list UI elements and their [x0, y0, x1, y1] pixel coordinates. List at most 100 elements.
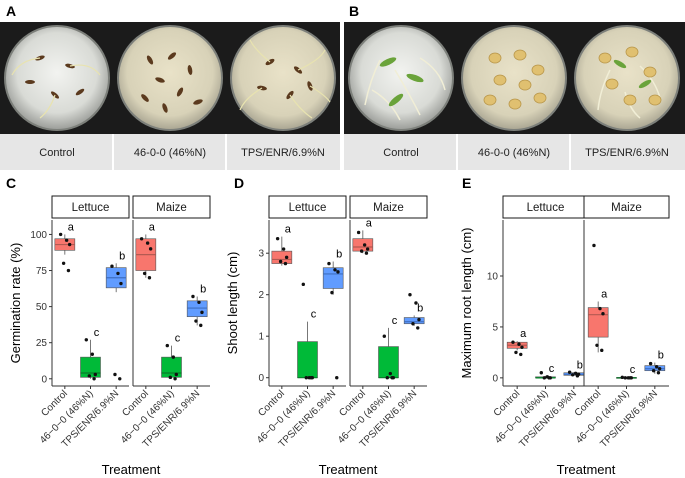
data-point	[600, 348, 604, 353]
data-point	[174, 372, 178, 377]
y-tick-label: 0	[492, 373, 498, 384]
data-point	[567, 370, 572, 374]
data-point	[336, 270, 340, 274]
y-tick-label: 75	[36, 266, 48, 277]
data-point	[309, 376, 313, 380]
chart-panel-c: C Germination rate (%) 0 25 50 75 100 Treatment…	[6, 175, 211, 477]
data-point	[275, 236, 280, 241]
data-point	[570, 373, 575, 377]
data-point	[651, 369, 656, 373]
significance-letter: c	[392, 315, 398, 327]
data-point	[194, 319, 198, 323]
box-body	[587, 307, 609, 338]
significance-letter: c	[311, 309, 317, 321]
box-body	[80, 356, 101, 378]
facet-strip-label: Maize	[611, 202, 642, 214]
significance-letter: a	[520, 328, 527, 340]
data-point	[657, 366, 662, 371]
data-point	[173, 377, 177, 381]
y-tick-label: 2	[258, 290, 264, 301]
significance-letter: b	[336, 249, 342, 261]
data-point	[171, 355, 175, 359]
data-point	[113, 372, 117, 377]
data-point	[191, 294, 195, 299]
data-point	[93, 372, 98, 377]
data-point	[362, 243, 367, 247]
data-point	[514, 350, 518, 355]
significance-letter: c	[94, 327, 100, 339]
y-tick-label: 50	[36, 302, 48, 313]
data-point	[411, 322, 415, 326]
box-maize-1: c46−0−0 (46%N)	[119, 333, 182, 446]
data-point	[542, 376, 546, 380]
data-point	[330, 290, 334, 295]
maize-roots	[364, 57, 661, 121]
chart-panel-e: E Maximum root length (cm) 0 5 10 Treatment Le…	[459, 175, 670, 477]
significance-letter: b	[200, 284, 206, 296]
data-point	[142, 271, 147, 276]
x-axis-title: Treatment	[319, 462, 378, 477]
data-point	[364, 251, 369, 255]
y-axis-title: Shoot length (cm)	[225, 252, 240, 355]
caption-a-urea: 46-0-0 (46%N)	[134, 147, 206, 159]
data-point	[281, 247, 286, 251]
data-point	[365, 247, 370, 251]
data-point	[67, 242, 72, 247]
data-point	[388, 371, 392, 376]
data-point	[110, 264, 114, 268]
significance-letter: b	[119, 250, 125, 262]
maize-shoots	[379, 57, 652, 107]
data-point	[654, 364, 659, 369]
data-point	[165, 343, 169, 348]
data-point	[511, 340, 515, 344]
data-point	[61, 261, 66, 266]
petri-dish-a-urea	[117, 25, 223, 131]
data-point	[84, 338, 89, 342]
facet-strip	[132, 195, 211, 219]
significance-letter: b	[658, 350, 664, 362]
petri-dish-b-tps	[574, 25, 680, 131]
significance-letter: b	[577, 359, 583, 371]
significance-letter: a	[601, 288, 608, 300]
data-point	[90, 352, 95, 356]
caption-strip-b	[344, 134, 685, 170]
data-point	[575, 374, 580, 378]
data-point	[278, 259, 283, 264]
box-body	[322, 267, 344, 289]
y-tick-label: 3	[258, 249, 264, 260]
petri-dish-b-urea	[461, 25, 567, 131]
data-point	[628, 376, 632, 380]
panel-label-c: C	[6, 175, 16, 191]
significance-letter: a	[68, 221, 75, 233]
data-point	[283, 261, 288, 266]
facet-strip-label: Lettuce	[72, 202, 110, 214]
x-axis-title: Treatment	[102, 462, 161, 477]
data-point	[517, 342, 521, 346]
data-point	[168, 375, 172, 380]
data-point	[199, 323, 203, 328]
data-point	[648, 361, 653, 366]
data-point	[547, 376, 551, 380]
data-point	[359, 249, 364, 253]
caption-a-control: Control	[39, 147, 74, 159]
significance-letter: c	[630, 364, 636, 376]
data-point	[620, 375, 624, 380]
caption-a-tps: TPS/ENR/6.9%N	[241, 147, 325, 159]
data-point	[197, 300, 201, 304]
data-point	[414, 301, 418, 305]
maize-kernels	[483, 46, 662, 110]
y-tick-label: 5	[492, 322, 498, 333]
box-body	[186, 300, 208, 318]
facet-strip	[583, 195, 670, 219]
data-point	[408, 293, 412, 297]
data-point	[147, 276, 152, 280]
data-point	[145, 241, 150, 245]
box-maize-1: c46−0−0 (46%N)	[336, 315, 399, 446]
significance-letter: c	[549, 363, 555, 375]
